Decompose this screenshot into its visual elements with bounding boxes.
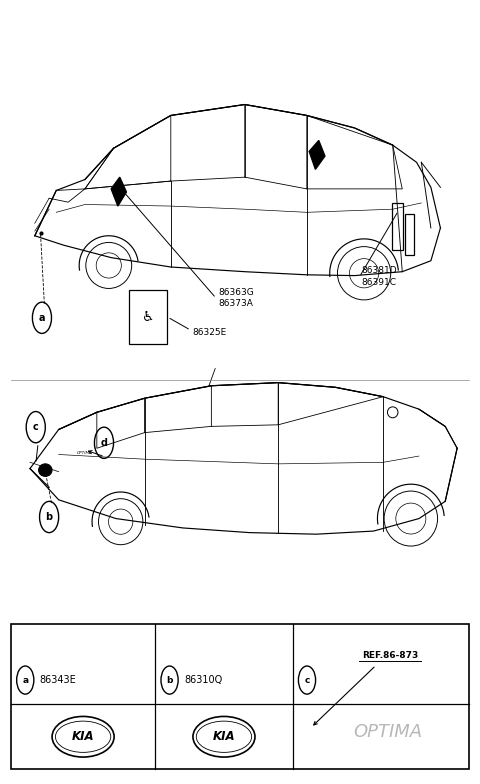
- Bar: [129, 290, 168, 343]
- Text: OPTIMA: OPTIMA: [353, 724, 422, 742]
- Text: a: a: [22, 676, 28, 684]
- Text: KIA: KIA: [213, 730, 235, 743]
- Polygon shape: [309, 140, 325, 169]
- Text: KIA: KIA: [72, 730, 95, 743]
- Text: 86363G: 86363G: [218, 288, 254, 296]
- Text: 86391C: 86391C: [362, 278, 396, 287]
- Bar: [11, 624, 469, 768]
- Text: ♿: ♿: [142, 310, 155, 324]
- Text: b: b: [167, 676, 173, 684]
- Text: 86325E: 86325E: [192, 328, 227, 337]
- Bar: [405, 214, 414, 255]
- Text: d: d: [100, 437, 108, 448]
- Text: 86310Q: 86310Q: [184, 675, 222, 685]
- Text: 86343E: 86343E: [39, 675, 76, 685]
- Text: a: a: [39, 313, 45, 323]
- Ellipse shape: [38, 464, 52, 477]
- Polygon shape: [111, 177, 126, 206]
- Text: OPTIMA: OPTIMA: [77, 451, 93, 455]
- Text: REF.86-873: REF.86-873: [362, 652, 419, 660]
- Text: 86373A: 86373A: [218, 299, 253, 308]
- Text: c: c: [33, 422, 38, 432]
- Text: b: b: [46, 512, 53, 522]
- Text: 86381D: 86381D: [362, 267, 397, 275]
- Text: c: c: [304, 676, 310, 684]
- Bar: [392, 203, 403, 250]
